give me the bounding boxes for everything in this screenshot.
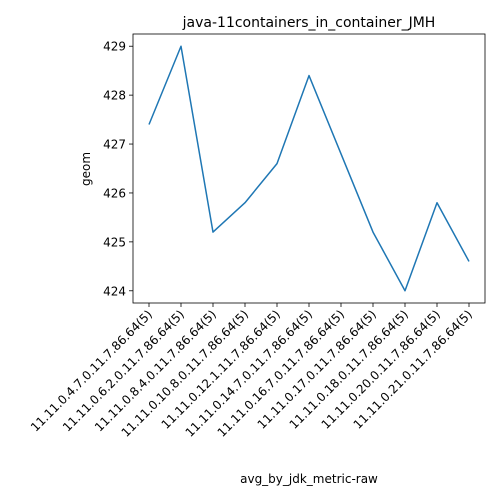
x-axis-label: avg_by_jdk_metric-raw — [240, 472, 378, 486]
y-tick-label: 425 — [103, 235, 126, 249]
y-axis-label: geom — [79, 152, 93, 186]
y-tick-label: 424 — [103, 284, 126, 298]
y-tick-label: 428 — [103, 89, 126, 103]
chart-title: java-11containers_in_container_JMH — [182, 15, 436, 31]
plot-frame — [132, 33, 486, 304]
series-line — [148, 45, 470, 292]
y-tick-label: 427 — [103, 138, 126, 152]
y-tick-label: 429 — [103, 40, 126, 54]
y-tick-label: 426 — [103, 186, 126, 200]
